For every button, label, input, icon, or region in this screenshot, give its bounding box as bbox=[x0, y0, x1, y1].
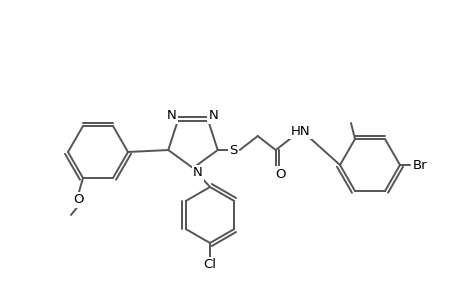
Text: N: N bbox=[167, 110, 176, 122]
Text: Cl: Cl bbox=[203, 259, 216, 272]
Text: O: O bbox=[73, 194, 84, 206]
Text: S: S bbox=[229, 143, 237, 157]
Text: Br: Br bbox=[412, 158, 426, 172]
Text: N: N bbox=[193, 167, 202, 179]
Text: HN: HN bbox=[290, 124, 310, 137]
Text: N: N bbox=[208, 110, 218, 122]
Text: O: O bbox=[275, 167, 285, 181]
